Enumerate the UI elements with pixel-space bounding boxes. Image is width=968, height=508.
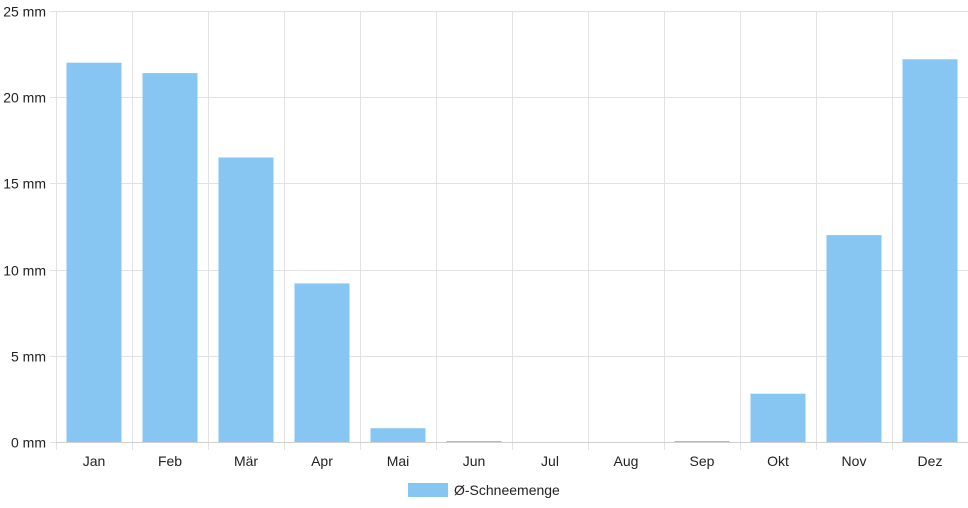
bar-jun[interactable] bbox=[446, 441, 502, 442]
legend[interactable]: Ø-Schneemenge bbox=[408, 482, 560, 498]
y-tick-label: 20 mm bbox=[3, 90, 46, 106]
x-tick-label: Jun bbox=[463, 453, 486, 469]
y-axis: 0 mm 5 mm 10 mm 15 mm 20 mm 25 mm bbox=[3, 4, 46, 451]
x-tick-label: Okt bbox=[767, 453, 789, 469]
x-tick-label: Sep bbox=[690, 453, 715, 469]
bar-dez[interactable] bbox=[902, 59, 958, 443]
x-axis: Jan Feb Mär Apr Mai Jun Jul Aug Sep Okt Nov Dez bbox=[56, 442, 968, 469]
y-tick-label: 0 mm bbox=[11, 435, 46, 451]
grid-lines bbox=[50, 11, 968, 450]
x-tick-label: Jan bbox=[83, 453, 106, 469]
x-tick-label: Mär bbox=[234, 453, 258, 469]
x-tick-label: Mai bbox=[387, 453, 410, 469]
bar-jan[interactable] bbox=[66, 62, 122, 442]
bar-mär[interactable] bbox=[218, 157, 274, 443]
x-tick-label: Feb bbox=[158, 453, 182, 469]
legend-label[interactable]: Ø-Schneemenge bbox=[454, 482, 560, 498]
bar-nov[interactable] bbox=[826, 235, 882, 442]
legend-swatch[interactable] bbox=[408, 483, 448, 497]
bar-sep[interactable] bbox=[674, 441, 730, 442]
x-tick-label: Aug bbox=[614, 453, 639, 469]
bars bbox=[66, 59, 958, 443]
bar-apr[interactable] bbox=[294, 283, 350, 442]
y-tick-label: 15 mm bbox=[3, 176, 46, 192]
y-tick-label: 5 mm bbox=[11, 349, 46, 365]
x-tick-label: Jul bbox=[541, 453, 559, 469]
bar-mai[interactable] bbox=[370, 428, 426, 442]
bar-okt[interactable] bbox=[750, 393, 806, 442]
y-tick-label: 10 mm bbox=[3, 263, 46, 279]
x-tick-label: Nov bbox=[842, 453, 867, 469]
y-tick-label: 25 mm bbox=[3, 4, 46, 20]
x-tick-label: Dez bbox=[918, 453, 943, 469]
x-tick-label: Apr bbox=[311, 453, 333, 469]
bar-feb[interactable] bbox=[142, 73, 198, 442]
